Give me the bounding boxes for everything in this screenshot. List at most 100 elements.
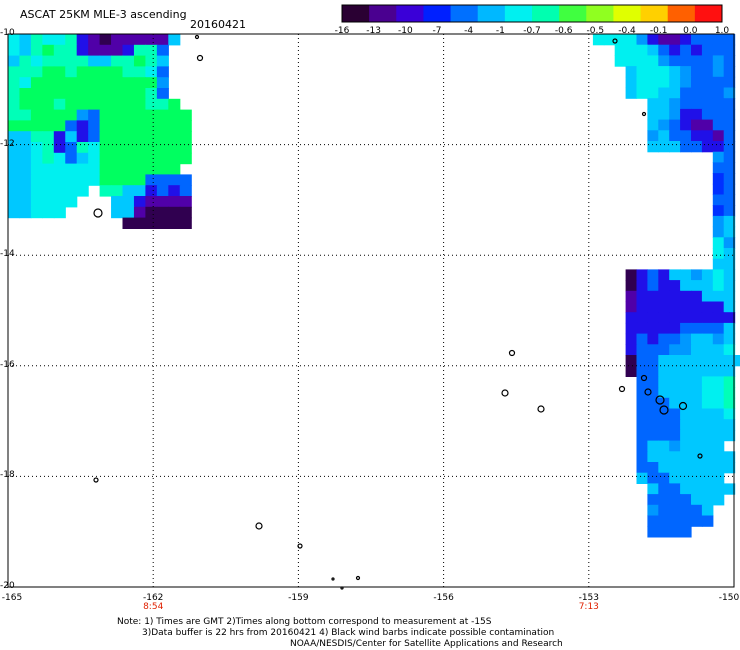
swath-cell — [636, 55, 648, 67]
swath-cell — [658, 429, 670, 442]
swath-cell — [145, 44, 158, 57]
swath-cell — [647, 55, 659, 67]
swath-cell — [156, 185, 169, 197]
island-outline — [93, 208, 103, 218]
swath-cell — [691, 515, 703, 527]
swath-cell — [658, 494, 670, 506]
swath-cell — [723, 205, 736, 217]
swath-cell — [636, 280, 648, 292]
swath-cell — [647, 312, 659, 324]
swath-cell — [65, 131, 78, 143]
swath-cell — [168, 152, 181, 165]
swath-cell — [691, 387, 703, 399]
swath-cell — [625, 365, 638, 377]
swath-cell — [723, 98, 736, 110]
swath-cell — [712, 408, 725, 420]
swath-cell — [723, 194, 736, 206]
swath-cell — [111, 98, 124, 111]
swath-cell — [712, 76, 725, 89]
swath-cell — [701, 451, 714, 463]
swath-cell — [680, 504, 692, 517]
island-outline — [641, 111, 647, 117]
swath-cell — [145, 174, 158, 186]
swath-cell — [712, 237, 725, 249]
swath-cell — [53, 98, 66, 111]
swath-cell — [156, 77, 169, 89]
swath-cell — [99, 98, 112, 111]
swath-cell — [647, 526, 659, 538]
swath-cell — [42, 185, 55, 197]
swath-cell — [99, 34, 112, 46]
island-outline — [501, 389, 509, 397]
swath-cell — [647, 408, 659, 420]
swath-cell — [30, 185, 43, 197]
swath-cell — [625, 280, 638, 292]
swath-cell — [122, 142, 135, 154]
swath-cell — [691, 301, 703, 313]
swath-cell — [42, 120, 55, 132]
swath-cell — [669, 130, 681, 142]
swath-cell — [133, 77, 146, 89]
swath-cell — [636, 76, 648, 89]
swath-cell — [712, 355, 725, 367]
swath-cell — [122, 109, 135, 121]
swath-cell — [680, 55, 692, 67]
swath-cell — [647, 34, 659, 46]
swath-cell — [669, 344, 681, 356]
swath-cell — [669, 494, 681, 506]
swath-cell — [701, 462, 714, 474]
colorbar-segment — [423, 5, 452, 22]
swath-cell — [712, 226, 725, 238]
swath-cell — [636, 269, 648, 281]
latitude-tick-label: -18 — [0, 470, 15, 481]
swath-cell — [658, 312, 670, 324]
swath-cell — [592, 34, 605, 46]
swath-cell — [691, 119, 703, 131]
swath-cell — [691, 55, 703, 67]
colorbar-frame — [341, 4, 723, 23]
swath-cell — [636, 322, 648, 335]
colorbar-tick-label: 1.0 — [714, 26, 730, 36]
swath-cell — [723, 451, 736, 463]
island-outline — [644, 388, 652, 396]
swath-cell — [168, 206, 181, 219]
swath-cell — [76, 163, 89, 175]
colorbar-tick-label: -0.7 — [523, 26, 541, 36]
swath-cell — [669, 76, 681, 89]
swath-cell — [88, 163, 101, 175]
swath-cell — [680, 141, 692, 153]
swath-cell — [625, 301, 638, 313]
swath-cell — [712, 419, 725, 431]
swath-cell — [723, 162, 736, 174]
swath-cell — [53, 152, 66, 165]
swath-cell — [88, 131, 101, 143]
swath-cell — [658, 451, 670, 463]
swath-cell — [723, 322, 736, 335]
swath-cell — [88, 120, 101, 132]
swath-cell — [30, 109, 43, 121]
swath-cell — [42, 131, 55, 143]
swath-cell — [701, 280, 714, 292]
swath-cell — [156, 44, 169, 57]
swath-cell — [156, 109, 169, 121]
swath-cell — [88, 174, 101, 186]
swath-cell — [691, 34, 703, 46]
swath-cell — [168, 185, 181, 197]
swath-cell — [647, 419, 659, 431]
east-swath — [592, 34, 740, 538]
swath-cell — [30, 196, 43, 208]
colorbar-tick-label: -1 — [495, 26, 505, 36]
swath-cell — [647, 429, 659, 442]
swath-cell — [669, 290, 681, 303]
swath-cell — [712, 429, 725, 442]
swath-cell — [658, 526, 670, 538]
swath-cell — [99, 120, 112, 132]
swath-cell — [723, 237, 736, 249]
swath-cell — [691, 397, 703, 410]
swath-cell — [647, 515, 659, 527]
swath-cell — [179, 217, 192, 229]
swath-cell — [53, 206, 66, 219]
longitude-tick-label: -165 — [1, 593, 23, 603]
swath-cell — [723, 76, 736, 89]
swath-cell — [19, 66, 32, 78]
